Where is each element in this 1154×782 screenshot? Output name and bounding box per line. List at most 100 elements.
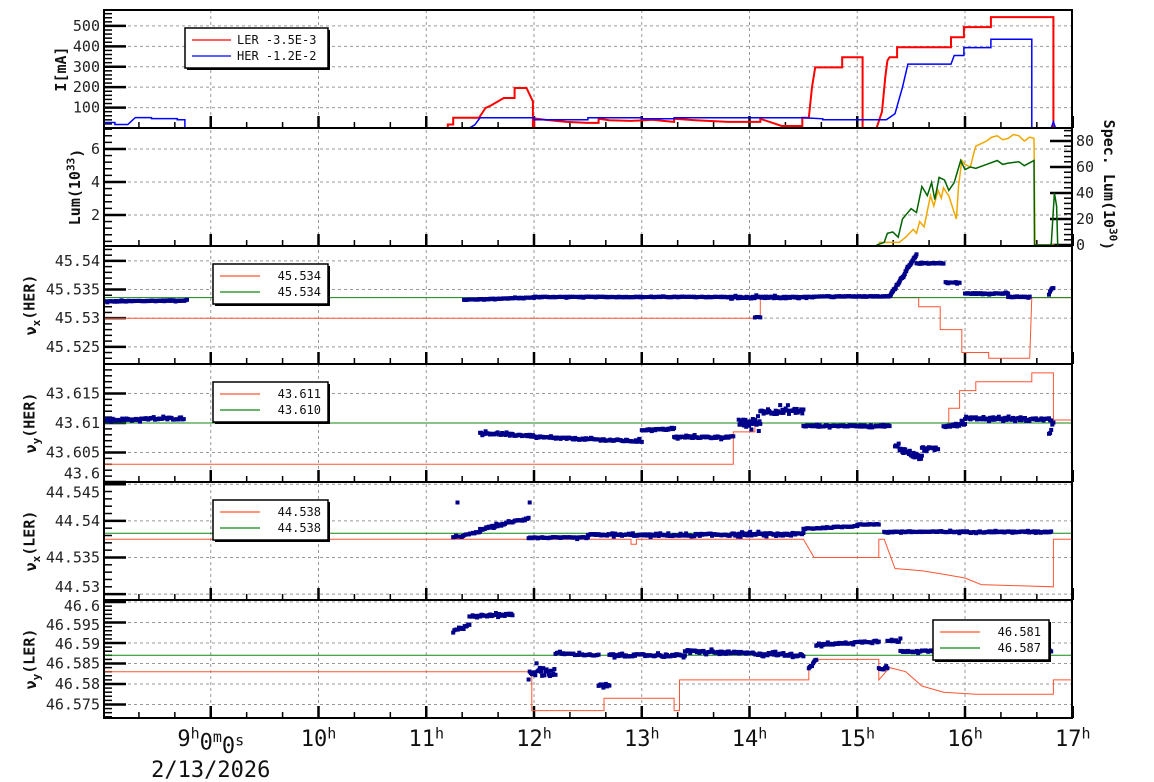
x-tick-label: 12h [516, 725, 552, 753]
y-tick-label: 46.6 [64, 597, 100, 615]
legend: 44.538 44.538 [212, 499, 330, 542]
right-y-tick-label: 40 [1076, 184, 1094, 202]
data-point [596, 652, 601, 657]
data-point [1013, 419, 1018, 424]
data-point [754, 422, 759, 427]
y-axis-title: νx(HER) [21, 275, 43, 336]
data-point [691, 435, 696, 440]
data-point [772, 412, 777, 416]
text-part: 11 [408, 727, 435, 752]
text-part: 0 [222, 734, 235, 759]
data-point [467, 622, 472, 627]
data-point [763, 531, 768, 536]
data-point [526, 677, 531, 682]
legend: 46.581 46.587 [932, 619, 1051, 662]
y-tick-label: 4 [91, 173, 100, 191]
data-point [959, 418, 964, 423]
data-point [551, 671, 556, 676]
data-point [771, 296, 776, 301]
x-tick-label: 9h0m0s [177, 725, 244, 760]
data-point [936, 447, 941, 452]
data-point [610, 531, 615, 536]
data-point [684, 531, 689, 536]
data-point [922, 448, 927, 453]
data-point [731, 531, 736, 536]
data-point [764, 410, 769, 415]
right-y-tick-label: 20 [1076, 210, 1094, 228]
data-point [750, 417, 755, 421]
data-point [774, 411, 779, 416]
text-part: Lum(10 [66, 171, 84, 225]
data-point [1001, 419, 1006, 424]
legend-label: 45.534 [278, 285, 321, 299]
legend-label: 44.538 [278, 505, 321, 519]
series-line-set [104, 372, 1072, 465]
series-group [876, 133, 1059, 246]
data-point [1049, 427, 1054, 432]
data-point [688, 651, 693, 655]
y-tick-label: 6 [91, 140, 100, 158]
superscript: h [758, 725, 767, 743]
text-part: ) [68, 149, 86, 158]
data-point [787, 411, 791, 416]
text-part: 12 [516, 727, 543, 752]
data-point [765, 653, 770, 658]
data-point [736, 417, 741, 422]
y-tick-label: 44.53 [55, 578, 100, 596]
data-point [780, 407, 785, 412]
data-point [493, 524, 497, 529]
data-point [558, 649, 562, 654]
y-tick-label: 44.54 [55, 512, 100, 530]
data-point [919, 456, 923, 461]
data-point [1049, 529, 1054, 534]
data-point [747, 419, 752, 424]
data-point [600, 683, 605, 688]
data-point [756, 429, 761, 433]
data-point [494, 521, 499, 526]
data-point [770, 650, 775, 655]
data-point [932, 448, 937, 453]
legend-label: 46.587 [998, 641, 1041, 655]
data-point [785, 403, 790, 408]
data-point [815, 422, 820, 427]
data-point [941, 261, 946, 266]
text-part: 0 [200, 731, 213, 756]
data-point [1018, 415, 1023, 420]
data-point [575, 653, 580, 657]
legend-label: HER -1.2E-2 [237, 49, 316, 63]
data-point [510, 613, 515, 618]
data-point [898, 636, 903, 641]
data-point [682, 653, 687, 658]
data-point [1023, 416, 1027, 420]
y-tick-label: 300 [73, 58, 100, 76]
data-point [526, 515, 531, 520]
data-point [907, 448, 912, 453]
data-point [637, 436, 642, 441]
data-point [921, 445, 926, 450]
data-point [777, 410, 782, 415]
data-point [779, 410, 784, 415]
data-point [543, 669, 548, 674]
data-point [952, 424, 957, 429]
data-point [118, 418, 123, 423]
data-point [758, 421, 763, 426]
data-point [1049, 649, 1054, 654]
data-point [896, 441, 901, 446]
data-point [724, 651, 729, 656]
right-y-tick-label: 0 [1076, 236, 1085, 254]
data-point [503, 433, 508, 437]
superscript: h [974, 725, 983, 743]
data-point [478, 529, 483, 534]
y-tick-label: 43.61 [55, 414, 100, 432]
y-tick-label: 500 [73, 17, 100, 35]
series-line-luminosity [878, 133, 1055, 246]
legend-box [932, 619, 1050, 661]
text-part: ν [22, 680, 40, 689]
data-point [1005, 417, 1010, 422]
data-point [799, 407, 804, 412]
data-point [585, 535, 590, 540]
superscript: m [213, 728, 222, 746]
data-point [987, 419, 991, 424]
data-point [761, 533, 766, 538]
legend-label: 45.534 [278, 269, 321, 283]
